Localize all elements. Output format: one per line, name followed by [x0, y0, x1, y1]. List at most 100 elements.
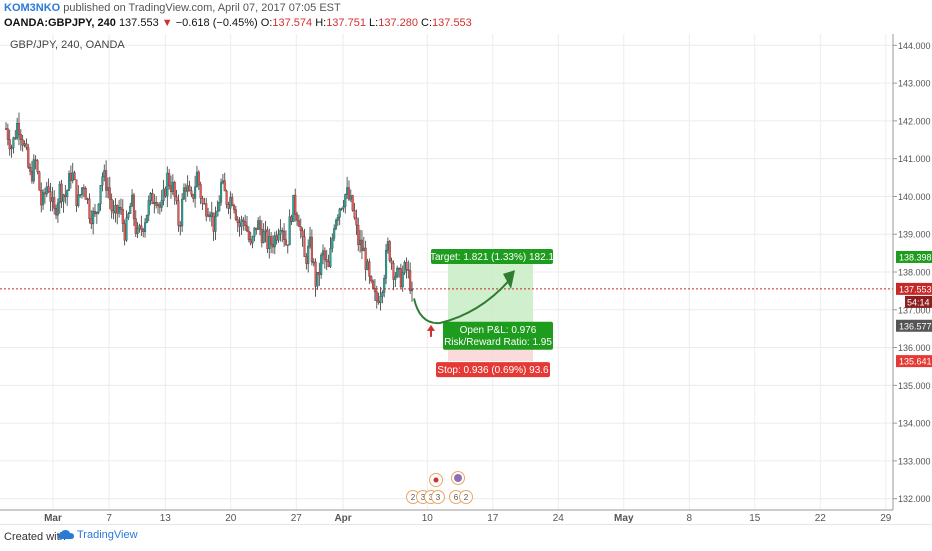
candle-body — [143, 222, 147, 233]
publish-info: KOM3NKO published on TradingView.com, Ap… — [4, 2, 341, 14]
candle-body — [197, 171, 200, 185]
candle-body — [316, 272, 319, 287]
candle-body — [162, 188, 165, 201]
candle-body — [210, 212, 213, 217]
candle-body — [321, 250, 325, 256]
x-tick-label: 24 — [553, 513, 565, 524]
candle-body — [405, 262, 408, 270]
candle-body — [168, 172, 171, 187]
candle-body — [347, 187, 351, 200]
author-link[interactable]: KOM3NKO — [4, 2, 61, 14]
down-arrow-icon: ▼ — [161, 17, 173, 29]
candle-body — [131, 194, 134, 207]
candle-body — [201, 198, 204, 204]
candle-body — [270, 236, 273, 245]
candle-body — [292, 194, 295, 222]
candle-body — [247, 230, 250, 240]
candle-body — [55, 208, 58, 216]
entry-price-tag-bg — [896, 319, 932, 332]
candle-body — [56, 202, 59, 216]
price-chart[interactable]: 132.000 133.000 134.000 135.000 136.000 137.0… — [0, 34, 932, 524]
candle-body — [164, 188, 167, 197]
candle-body — [192, 194, 195, 199]
candle-body — [17, 123, 21, 135]
candle-body — [312, 261, 315, 264]
tradingview-brand[interactable]: TradingView — [58, 529, 138, 541]
candle-body — [290, 216, 293, 222]
candle-body — [384, 250, 388, 279]
candle-body — [220, 182, 223, 203]
event-flag-dot — [433, 477, 439, 483]
candle-body — [153, 202, 156, 204]
candle-body — [372, 280, 375, 289]
x-tick-label: 15 — [749, 513, 761, 524]
chart-header: KOM3NKO published on TradingView.com, Ap… — [0, 0, 932, 34]
candle-body — [184, 187, 187, 192]
candle-body — [147, 200, 150, 216]
candle-body — [123, 223, 126, 241]
candle-body — [227, 204, 230, 209]
candle-body — [229, 197, 232, 209]
candle-body — [108, 187, 111, 200]
candle-body — [353, 210, 356, 218]
candle-body — [88, 198, 91, 220]
candle-body — [214, 216, 217, 232]
candle-body — [333, 228, 336, 239]
tradingview-cloud-icon — [58, 530, 74, 540]
stop-label-box — [436, 362, 550, 378]
y-tick-label: 134.000 — [898, 419, 931, 429]
candle-body — [394, 276, 397, 280]
candle-body — [32, 159, 35, 182]
candle-body — [366, 261, 369, 270]
up-arrow-marker-icon — [427, 324, 435, 337]
candle-body — [409, 270, 412, 292]
candle-body — [171, 182, 174, 192]
y-tick-label: 135.000 — [898, 381, 931, 391]
candle-body — [351, 195, 354, 211]
candle-body — [284, 239, 287, 245]
candle-body — [262, 231, 265, 243]
candle-body — [29, 167, 32, 172]
candle-body — [340, 208, 343, 210]
candle-body — [199, 184, 202, 199]
candle-body — [294, 194, 297, 215]
candle-body — [305, 256, 308, 264]
candle-body — [331, 238, 334, 249]
candle-body — [203, 203, 206, 205]
candle-body — [30, 171, 34, 182]
low-value: 137.280 — [378, 17, 418, 29]
event-count: 3 — [421, 493, 426, 502]
candle-body — [6, 128, 9, 140]
candle-body — [342, 206, 345, 209]
candle-body — [60, 183, 63, 202]
candle-body — [258, 220, 262, 230]
candle-body — [99, 185, 102, 205]
event-count: 6 — [454, 493, 459, 502]
candle-body — [216, 210, 219, 217]
candle-body — [38, 171, 41, 191]
target-label-box — [431, 248, 553, 264]
candle-body — [407, 269, 410, 271]
candle-body — [205, 203, 208, 217]
candle-body — [103, 170, 106, 177]
candle-body — [225, 190, 228, 205]
candle-body — [244, 221, 247, 226]
y-tick-label: 142.000 — [898, 116, 931, 126]
event-count: 3 — [436, 493, 441, 502]
candle-body — [279, 230, 282, 235]
candle-body — [288, 216, 291, 246]
open-label: O: — [260, 17, 273, 29]
event-flag-dot — [454, 474, 462, 482]
chart-area[interactable]: 132.000 133.000 134.000 135.000 136.000 137.0… — [0, 34, 932, 524]
candle-body — [179, 225, 182, 227]
tradingview-label: TradingView — [77, 529, 138, 541]
candle-body — [234, 209, 237, 220]
price-change: −0.618 (−0.45%) — [175, 17, 258, 29]
candle-body — [370, 276, 373, 282]
y-tick-label: 139.000 — [898, 230, 931, 240]
entry-price-tag: 136.577 — [899, 321, 932, 331]
candle-body — [301, 230, 304, 237]
event-count: 2 — [411, 493, 416, 502]
candle-body — [195, 171, 198, 188]
candle-body — [271, 244, 275, 248]
